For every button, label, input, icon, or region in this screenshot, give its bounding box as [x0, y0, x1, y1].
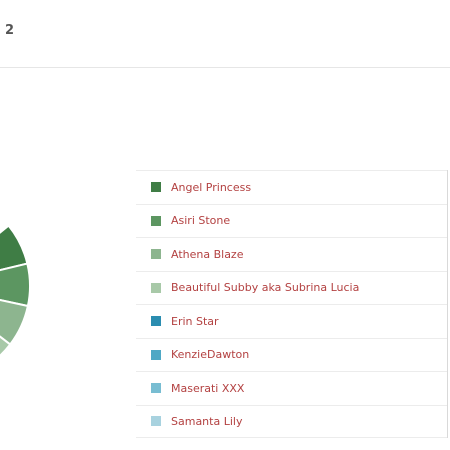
- legend-swatch-kenziedawton: [151, 349, 161, 360]
- legend-item-asiri-stone[interactable]: Asiri Stone: [136, 203, 447, 238]
- page-header: 2: [0, 0, 450, 68]
- pie-slice-asiri-stone[interactable]: [0, 262, 31, 308]
- legend-label-kenziedawton: KenzieDawton: [171, 348, 250, 362]
- legend-label-asiri-stone: Asiri Stone: [171, 214, 231, 228]
- legend-swatch-maserati-xxx: [151, 383, 161, 394]
- legend-label-erin-star: Erin Star: [171, 314, 219, 328]
- legend-swatch-asiri-stone: [151, 215, 161, 226]
- legend-item-angel-princess[interactable]: Angel Princess: [136, 170, 447, 204]
- legend-label-maserati-xxx: Maserati XXX: [171, 381, 245, 395]
- legend-swatch-samanta-lily: [151, 416, 161, 427]
- legend-swatch-beautiful-subby: [151, 282, 161, 293]
- legend-item-erin-star[interactable]: Erin Star: [136, 304, 447, 338]
- legend-label-angel-princess: Angel Princess: [171, 180, 252, 194]
- legend-swatch-angel-princess: [151, 182, 161, 193]
- legend-label-samanta-lily: Samanta Lily: [171, 414, 243, 428]
- pie-slice-beautiful-subby-aka-subrina-lucia[interactable]: [0, 286, 12, 372]
- legend-item-samanta-lily[interactable]: Samanta Lily: [136, 404, 447, 438]
- legend-item-kenziedawton[interactable]: KenzieDawton: [136, 337, 447, 372]
- legend-item-maserati-xxx[interactable]: Maserati XXX: [136, 371, 447, 405]
- legend-item-beautiful-subby[interactable]: Beautiful Subby aka Subrina Lucia: [136, 270, 447, 305]
- legend-item-athena-blaze[interactable]: Athena Blaze: [136, 237, 447, 271]
- header-count: 2: [5, 23, 15, 38]
- legend-label-beautiful-subby: Beautiful Subby aka Subrina Lucia: [171, 281, 360, 295]
- legend-swatch-erin-star: [151, 316, 161, 327]
- legend-swatch-athena-blaze: [151, 249, 161, 260]
- legend-label-athena-blaze: Athena Blaze: [171, 247, 244, 261]
- chart-legend: Angel Princess Asiri Stone Athena Blaze …: [136, 170, 448, 438]
